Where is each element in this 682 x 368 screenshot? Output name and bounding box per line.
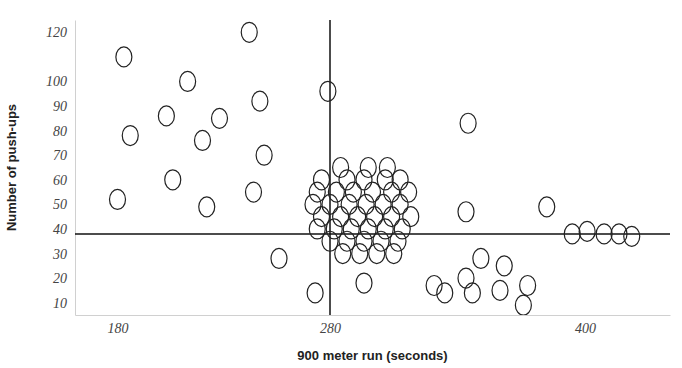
tick: 280 xyxy=(320,315,341,336)
tick-label: 60 xyxy=(53,173,67,188)
point xyxy=(624,226,640,246)
point xyxy=(256,145,272,165)
point xyxy=(246,182,262,202)
x-axis-line xyxy=(76,315,671,316)
x-axis-title: 900 meter run (seconds) xyxy=(297,348,447,363)
point xyxy=(520,276,536,296)
tick: 60 xyxy=(53,173,75,188)
tick: 120 xyxy=(46,25,75,40)
y-axis-line xyxy=(75,21,76,316)
tick-label: 90 xyxy=(53,99,67,114)
tick: 400 xyxy=(575,315,596,336)
point xyxy=(180,71,196,91)
point xyxy=(271,248,287,268)
tick: 70 xyxy=(53,148,75,163)
point xyxy=(403,207,419,227)
point xyxy=(158,106,174,126)
point xyxy=(492,280,508,300)
point xyxy=(464,283,480,303)
point xyxy=(458,268,474,288)
tick: 40 xyxy=(53,222,75,237)
point xyxy=(360,158,376,178)
point xyxy=(564,224,580,244)
tick: 80 xyxy=(53,124,75,139)
point xyxy=(322,194,338,214)
point xyxy=(341,194,357,214)
point xyxy=(401,182,417,202)
tick: 50 xyxy=(53,197,75,212)
point xyxy=(460,113,476,133)
point xyxy=(384,182,400,202)
tick-label: 280 xyxy=(320,321,341,336)
point xyxy=(195,130,211,150)
tick-label: 20 xyxy=(53,271,67,286)
point xyxy=(539,197,555,217)
tick-label: 50 xyxy=(53,197,67,212)
point xyxy=(579,221,595,241)
point xyxy=(458,202,474,222)
point xyxy=(369,244,385,264)
tick-label: 120 xyxy=(46,25,67,40)
y-axis: 10 20 30 40 50 60 70 80 90 100 120 xyxy=(46,21,76,316)
point xyxy=(252,91,268,111)
tick-label: 70 xyxy=(53,148,67,163)
point xyxy=(122,126,138,146)
tick-label: 80 xyxy=(53,124,67,139)
point xyxy=(390,231,406,251)
point xyxy=(356,170,372,190)
point xyxy=(199,197,215,217)
point xyxy=(358,194,374,214)
point xyxy=(392,170,408,190)
tick: 20 xyxy=(53,271,75,286)
tick-label: 400 xyxy=(575,321,596,336)
x-axis: 180 280 400 xyxy=(76,315,671,336)
point xyxy=(314,170,330,190)
tick-label: 10 xyxy=(53,296,67,311)
point xyxy=(392,194,408,214)
point xyxy=(165,170,181,190)
point xyxy=(356,273,372,293)
tick: 90 xyxy=(53,99,75,114)
point xyxy=(307,283,323,303)
tick: 10 xyxy=(53,296,75,311)
point xyxy=(335,244,351,264)
point xyxy=(241,22,257,42)
chart: 180 280 400 10 20 30 40 50 60 70 80 90 100 120 900 met… xyxy=(0,0,682,368)
tick: 180 xyxy=(108,315,129,336)
tick-label: 30 xyxy=(52,247,67,262)
tick: 100 xyxy=(46,74,75,89)
tick: 30 xyxy=(52,247,75,262)
point xyxy=(473,248,489,268)
point xyxy=(116,47,132,67)
point xyxy=(596,224,612,244)
tick-label: 100 xyxy=(46,74,67,89)
point xyxy=(305,194,321,214)
point xyxy=(496,256,512,276)
y-axis-title: Number of push-ups xyxy=(4,104,19,231)
point xyxy=(375,194,391,214)
tick-label: 40 xyxy=(53,222,67,237)
point xyxy=(515,295,531,315)
tick-label: 180 xyxy=(108,321,129,336)
point xyxy=(212,108,228,128)
point xyxy=(394,219,410,239)
point xyxy=(386,244,402,264)
points xyxy=(110,22,640,315)
point xyxy=(320,81,336,101)
reference-line-x xyxy=(329,20,331,315)
point xyxy=(352,244,368,264)
point xyxy=(110,189,126,209)
point xyxy=(437,283,453,303)
